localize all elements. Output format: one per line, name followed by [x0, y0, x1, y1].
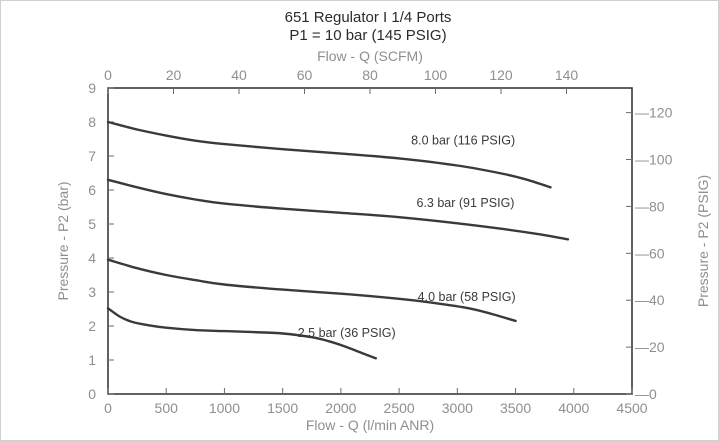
series-line: [106, 178, 570, 241]
y2-tick-label: —60: [635, 245, 665, 261]
x2-tick-label: 140: [555, 67, 579, 83]
series-curves: [106, 120, 570, 360]
top-axis-title: Flow - Q (SCFM): [317, 48, 423, 64]
x2-tick-label: 0: [104, 67, 112, 83]
series-line: [106, 258, 517, 323]
y2-tick-label: —100: [635, 152, 673, 168]
y-tick-label: 9: [88, 80, 96, 96]
y2-tick-label: —40: [635, 292, 665, 308]
y2-tick-label: —120: [635, 105, 673, 121]
x2-tick-label: 40: [231, 67, 247, 83]
y-tick-label: 5: [88, 216, 96, 232]
x-tick-label: 1000: [209, 400, 240, 416]
y2-tick-label: —80: [635, 198, 665, 214]
series-label: 6.3 bar (91 PSIG): [417, 196, 515, 210]
y-tick-label: 3: [88, 284, 96, 300]
y-tick-label: 1: [88, 352, 96, 368]
x-tick-label: 2500: [384, 400, 415, 416]
y2-tick-label: —0: [635, 386, 657, 402]
chart-subtitle: P1 = 10 bar (145 PSIG): [289, 27, 446, 44]
y-tick-label: 7: [88, 148, 96, 164]
bottom-axis-title: Flow - Q (l/min ANR): [306, 417, 434, 433]
series-label: 8.0 bar (116 PSIG): [411, 134, 515, 148]
x2-tick-label: 80: [362, 67, 378, 83]
x-tick-label: 3500: [500, 400, 531, 416]
x-tick-label: 1500: [267, 400, 298, 416]
right-axis-title: Pressure - P2 (PSIG): [695, 175, 711, 307]
y-tick-label: 8: [88, 114, 96, 130]
y-tick-label: 0: [88, 386, 96, 402]
x-tick-label: 4500: [616, 400, 647, 416]
series-label: 2.5 bar (36 PSIG): [298, 326, 396, 340]
x-tick-label: 4000: [558, 400, 589, 416]
series-line: [106, 120, 552, 189]
y-tick-label: 4: [88, 250, 96, 266]
series-line: [106, 307, 377, 360]
y2-tick-label: —20: [635, 339, 665, 355]
y-tick-label: 2: [88, 318, 96, 334]
series-label: 4.0 bar (58 PSIG): [418, 290, 516, 304]
y-tick-label: 6: [88, 182, 96, 198]
left-axis-title: Pressure - P2 (bar): [55, 181, 71, 300]
x-tick-label: 500: [155, 400, 179, 416]
x2-tick-label: 100: [424, 67, 448, 83]
chart-title: 651 Regulator I 1/4 Ports: [285, 9, 452, 26]
plot-frame: [107, 87, 633, 395]
x2-tick-label: 120: [489, 67, 513, 83]
x-tick-label: 0: [104, 400, 112, 416]
series-labels: 8.0 bar (116 PSIG) 6.3 bar (91 PSIG) 4.0 b…: [298, 134, 516, 340]
x2-tick-label: 20: [166, 67, 182, 83]
x-tick-label: 2000: [325, 400, 356, 416]
x2-tick-label: 60: [297, 67, 313, 83]
x-tick-label: 3000: [442, 400, 473, 416]
